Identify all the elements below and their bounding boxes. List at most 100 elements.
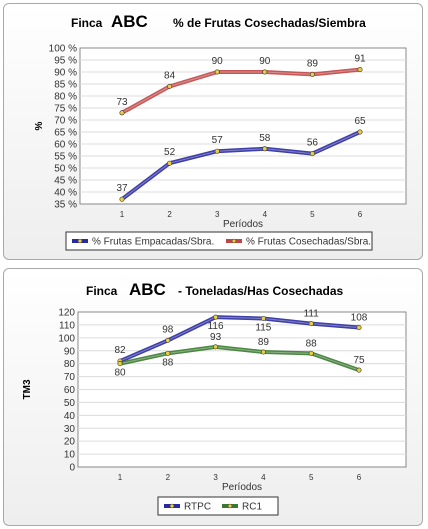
- data-label: 82: [114, 345, 126, 356]
- y-tick-label: 70 %: [54, 116, 77, 127]
- data-point: [356, 367, 362, 373]
- x-tick-label: 2: [166, 473, 171, 482]
- data-point: [308, 350, 314, 356]
- data-label: 57: [212, 135, 224, 146]
- data-label: 108: [351, 313, 368, 324]
- x-tick-label: 1: [120, 210, 125, 219]
- legend-label: RTPC: [184, 502, 211, 513]
- data-label: 58: [259, 133, 271, 144]
- x-tick-label: 6: [357, 473, 362, 482]
- y-tick-label: 90: [64, 346, 76, 357]
- y-tick-label: 30: [64, 424, 76, 435]
- title-prefix: Finca: [86, 284, 118, 298]
- x-tick-label: 2: [167, 210, 172, 219]
- data-label: 111: [304, 309, 320, 320]
- data-label: 56: [307, 138, 319, 149]
- y-tick-label: 75 %: [54, 104, 77, 115]
- x-tick-label: 5: [309, 473, 314, 482]
- chart-panel-frutas: Finca ABC % de Frutas Cosechadas/Siembra…: [3, 3, 423, 260]
- y-tick-label: 100: [58, 333, 75, 344]
- data-label: 65: [354, 116, 366, 127]
- data-label: 91: [354, 54, 366, 65]
- data-label: 80: [114, 368, 126, 379]
- series-line: [119, 344, 360, 373]
- data-point: [119, 110, 125, 116]
- x-axis-label: Períodos: [223, 219, 263, 230]
- data-point: [213, 314, 219, 320]
- data-label: 88: [306, 338, 318, 349]
- x-tick-label: 3: [215, 210, 220, 219]
- y-axis-label: %: [34, 121, 45, 130]
- data-point: [165, 337, 171, 343]
- data-point: [357, 129, 363, 135]
- y-axis-label: TM3: [22, 379, 33, 399]
- y-tick-label: 20: [64, 437, 76, 448]
- series-line-highlight: [121, 131, 361, 200]
- data-label: 84: [164, 70, 176, 81]
- data-point: [357, 67, 363, 73]
- y-tick-label: 70: [64, 372, 76, 383]
- y-tick-label: 35 %: [54, 200, 77, 211]
- data-label: 116: [208, 321, 224, 332]
- title-suffix: % de Frutas Cosechadas/Siembra: [173, 16, 366, 30]
- y-tick-label: 65 %: [54, 128, 77, 139]
- series-line-highlight: [119, 316, 360, 362]
- x-tick-label: 4: [263, 210, 268, 219]
- data-point: [308, 321, 314, 327]
- data-point: [309, 71, 315, 77]
- series-line: [120, 130, 361, 201]
- legend-marker: [227, 503, 233, 509]
- data-label: 52: [164, 147, 176, 158]
- y-tick-label: 45 %: [54, 176, 77, 187]
- data-point: [356, 324, 362, 330]
- x-tick-label: 6: [358, 210, 363, 219]
- y-tick-label: 120: [58, 308, 75, 319]
- legend-label: % Frutas Cosechadas/Sbra.: [246, 237, 371, 248]
- data-label: 75: [353, 355, 365, 366]
- y-tick-label: 80 %: [54, 92, 77, 103]
- data-label: 90: [259, 56, 271, 67]
- x-tick-label: 1: [118, 473, 123, 482]
- y-tick-label: 50 %: [54, 164, 77, 175]
- data-point: [309, 151, 315, 157]
- chart-panel-toneladas: Finca ABC - Toneladas/Has Cosechadas 0 10…: [3, 268, 423, 526]
- series-line: [121, 67, 361, 115]
- data-label: 115: [255, 322, 271, 333]
- y-tick-label: 10: [64, 450, 76, 461]
- data-label: 98: [162, 324, 174, 335]
- data-label: 73: [116, 97, 128, 108]
- data-point: [213, 344, 219, 350]
- x-tick-label: 4: [261, 473, 266, 482]
- y-tick-label: 90 %: [54, 68, 77, 79]
- y-tick-label: 110: [59, 320, 75, 331]
- y-tick-label: 85 %: [54, 80, 77, 91]
- data-label: 93: [210, 332, 222, 343]
- title-name: ABC: [111, 12, 148, 31]
- y-tick-label: 40 %: [54, 188, 77, 199]
- data-point: [214, 69, 220, 75]
- y-tick-label: 0: [69, 463, 75, 474]
- title-prefix: Finca: [71, 16, 103, 30]
- legend-label: % Frutas Empacadas/Sbra.: [92, 237, 214, 248]
- data-point: [165, 350, 171, 356]
- legend-box: [65, 231, 373, 251]
- legend-box: [157, 496, 279, 516]
- line-chart-frutas: 35 %40 %45 %50 %55 %60 %65 %70 %75 %80 %…: [34, 44, 407, 251]
- y-tick-label: 50: [64, 398, 76, 409]
- y-tick-label: 80: [64, 359, 76, 370]
- data-point: [167, 83, 173, 89]
- data-label: 88: [162, 357, 174, 368]
- x-tick-label: 5: [310, 210, 315, 219]
- y-tick-label: 95 %: [54, 56, 77, 67]
- legend-label: RC1: [242, 502, 262, 513]
- data-label: 89: [307, 58, 319, 69]
- data-point: [117, 361, 123, 367]
- y-tick-label: 60 %: [54, 140, 77, 151]
- data-label: 37: [116, 183, 128, 194]
- data-point: [167, 160, 173, 166]
- series-line-highlight: [119, 346, 360, 371]
- x-tick-label: 3: [213, 473, 218, 482]
- y-tick-label: 55 %: [54, 152, 77, 163]
- data-point: [119, 196, 125, 202]
